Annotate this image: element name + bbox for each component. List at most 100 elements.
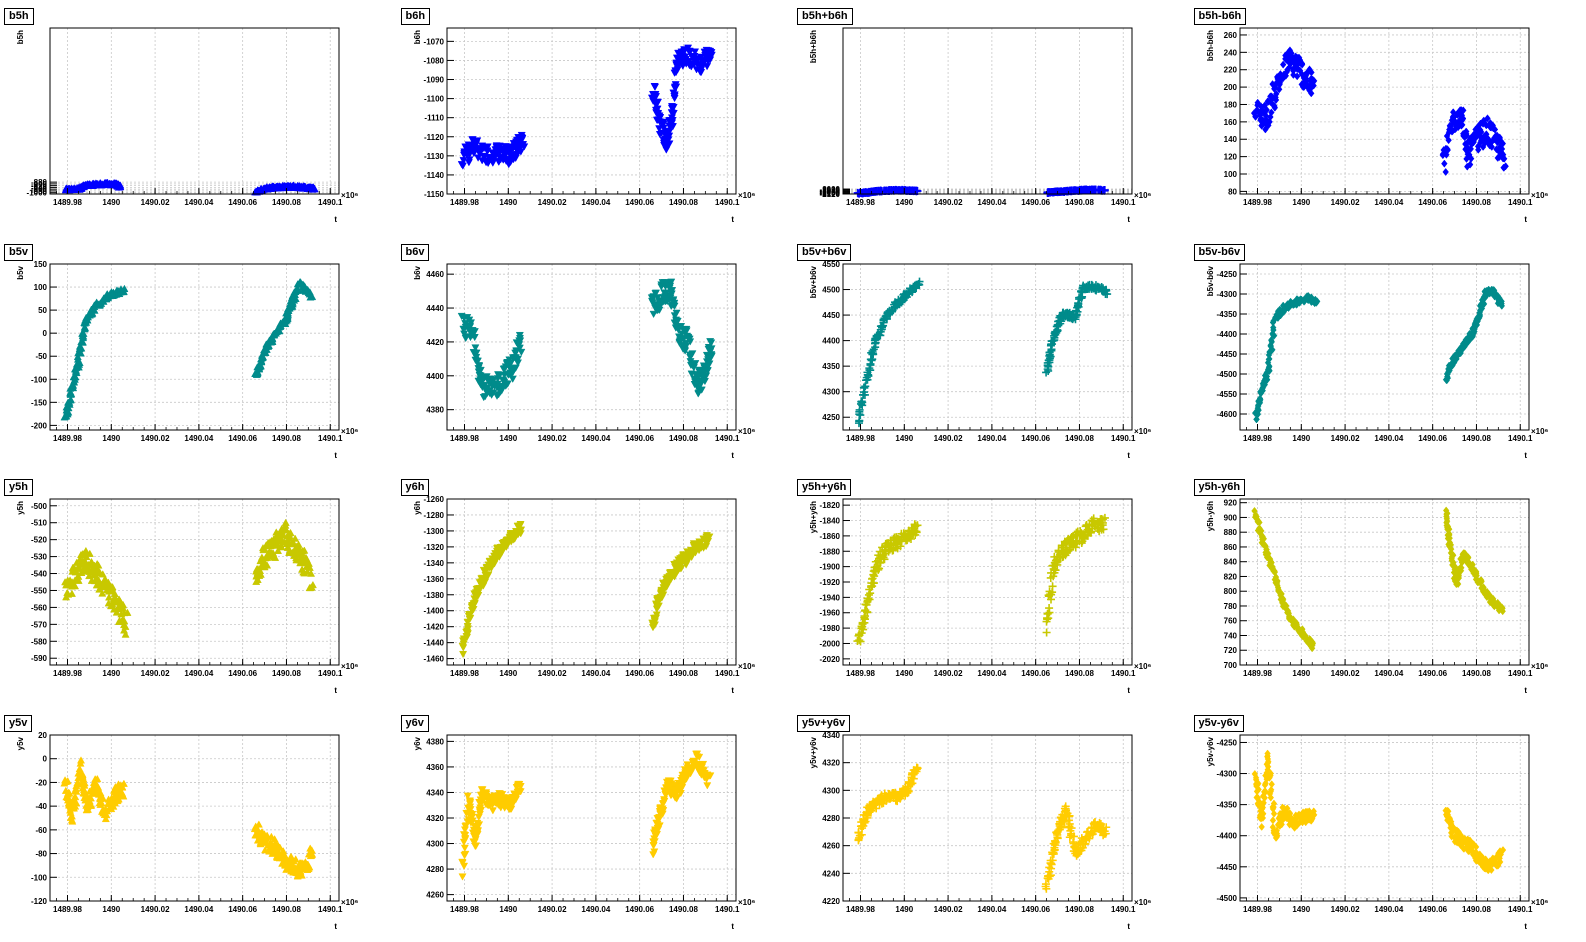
y-tick-label: -2020 xyxy=(820,655,841,664)
y-tick-label: -1300 xyxy=(423,527,444,536)
data-point xyxy=(862,600,871,609)
y-tick-label: -1940 xyxy=(820,593,841,602)
data-point xyxy=(81,323,90,331)
plot-canvas: 1489.98 1490 1490.02 1490.04 1490.06 1490.08 1… xyxy=(809,27,1152,224)
data-point xyxy=(1309,639,1316,648)
x-tick-label: 1490.04 xyxy=(1374,434,1403,443)
x-tick-label: 1490.06 xyxy=(1021,198,1050,207)
x-tick-label: 1489.98 xyxy=(53,669,82,678)
x-axis-multiplier: ×10⁶ xyxy=(1134,191,1152,200)
y-tick-label: 20 xyxy=(38,731,47,740)
data-point xyxy=(689,363,698,371)
y-tick-label: -1000 xyxy=(27,189,48,198)
plot-title: y5h-y6h xyxy=(1193,479,1246,496)
data-point xyxy=(308,580,317,589)
x-axis-multiplier: ×10⁶ xyxy=(341,427,359,436)
plot-canvas: 1489.98 1490 1490.02 1490.04 1490.06 1490.08 1… xyxy=(1206,27,1548,224)
data-point xyxy=(1499,150,1506,159)
data-point xyxy=(653,98,662,106)
plot-panel-b5v-b6v: 1489.98 1490 1490.02 1490.04 1490.06 1490.08 1… xyxy=(1190,236,1586,471)
x-tick-label: 1489.98 xyxy=(53,198,82,207)
data-point xyxy=(123,608,132,616)
x-tick-label: 1490.02 xyxy=(537,434,566,443)
data-point xyxy=(896,542,905,551)
data-point xyxy=(1100,186,1109,195)
data-point xyxy=(689,758,698,766)
x-tick-label: 1490 xyxy=(895,669,913,678)
x-tick-label: 1490.04 xyxy=(184,434,213,443)
y-tick-label: -920 xyxy=(31,182,48,191)
data-points xyxy=(60,755,317,879)
data-point xyxy=(650,83,659,91)
x-tick-label: 1490 xyxy=(1292,198,1310,207)
data-point xyxy=(866,589,875,598)
data-point xyxy=(281,524,290,532)
data-point xyxy=(506,359,515,367)
x-tick-label: 1490.06 xyxy=(228,905,257,914)
data-point xyxy=(654,602,663,610)
data-point xyxy=(119,791,128,799)
x-axis-label: t xyxy=(334,215,337,224)
y-tick-label: -900 xyxy=(31,180,48,189)
y-tick-label: -1460 xyxy=(423,655,444,664)
x-tick-label: 1490.04 xyxy=(581,905,610,914)
data-point xyxy=(76,348,85,357)
y-tick-label: 100 xyxy=(1223,170,1237,179)
plot-panel-y5v: 1489.98 1490 1490.02 1490.04 1490.06 1490.08 1… xyxy=(0,707,396,942)
plot-frame xyxy=(1239,263,1529,430)
x-tick-label: 1490.02 xyxy=(537,198,566,207)
data-points xyxy=(61,518,317,638)
y-tick-label: 4460 xyxy=(426,270,444,279)
data-point xyxy=(515,331,524,339)
data-point xyxy=(1498,604,1506,613)
data-point xyxy=(71,568,80,576)
y-tick-label: -1860 xyxy=(820,532,841,541)
y-tick-label: 920 xyxy=(1223,499,1237,508)
y-tick-label: -1130 xyxy=(423,152,444,161)
data-point xyxy=(74,572,83,580)
x-axis-multiplier: ×10⁶ xyxy=(341,191,359,200)
data-point xyxy=(702,781,711,790)
y-tick-label: -1880 xyxy=(820,547,841,556)
data-point xyxy=(71,792,80,800)
data-point xyxy=(72,786,81,795)
data-point xyxy=(669,299,678,307)
data-points xyxy=(457,750,714,881)
x-tick-label: 1490.1 xyxy=(1508,198,1533,207)
data-point xyxy=(1099,525,1108,534)
data-point xyxy=(120,616,129,625)
x-tick-label: 1490.02 xyxy=(1330,434,1359,443)
data-points xyxy=(854,277,1112,427)
data-point xyxy=(470,327,479,335)
x-tick-label: 1490.02 xyxy=(141,198,170,207)
data-point xyxy=(515,344,524,352)
data-point xyxy=(880,555,889,564)
data-point xyxy=(488,375,497,384)
x-axis-multiplier: ×10⁶ xyxy=(341,662,359,671)
y-tick-label: 80 xyxy=(1228,187,1237,196)
x-tick-label: 1490.06 xyxy=(625,198,654,207)
data-point xyxy=(1256,393,1263,402)
y-tick-label: 700 xyxy=(1223,661,1237,670)
x-tick-label: 1490.06 xyxy=(625,905,654,914)
y-axis-label: b5h xyxy=(16,30,25,44)
data-point xyxy=(672,794,681,803)
data-point xyxy=(658,121,667,129)
data-points xyxy=(458,521,713,659)
y-tick-label: -540 xyxy=(31,570,48,579)
y-tick-label: -520 xyxy=(31,536,48,545)
x-tick-label: 1490.06 xyxy=(228,198,257,207)
data-point xyxy=(686,769,695,777)
data-point xyxy=(652,105,662,113)
y-tick-label: 4350 xyxy=(822,362,840,371)
data-point xyxy=(268,334,277,342)
data-point xyxy=(1267,341,1274,350)
x-tick-label: 1490.1 xyxy=(1508,669,1533,678)
x-axis-multiplier: ×10⁶ xyxy=(1134,662,1152,671)
data-point xyxy=(1263,105,1270,114)
plot-panel-y5h-y6h: 1489.98 1490 1490.02 1490.04 1490.06 1490.08 1… xyxy=(1190,471,1586,706)
x-tick-label: 1490.06 xyxy=(1418,669,1447,678)
plot-title: y5h xyxy=(4,479,33,496)
data-point xyxy=(119,779,128,787)
data-points xyxy=(1251,285,1505,423)
